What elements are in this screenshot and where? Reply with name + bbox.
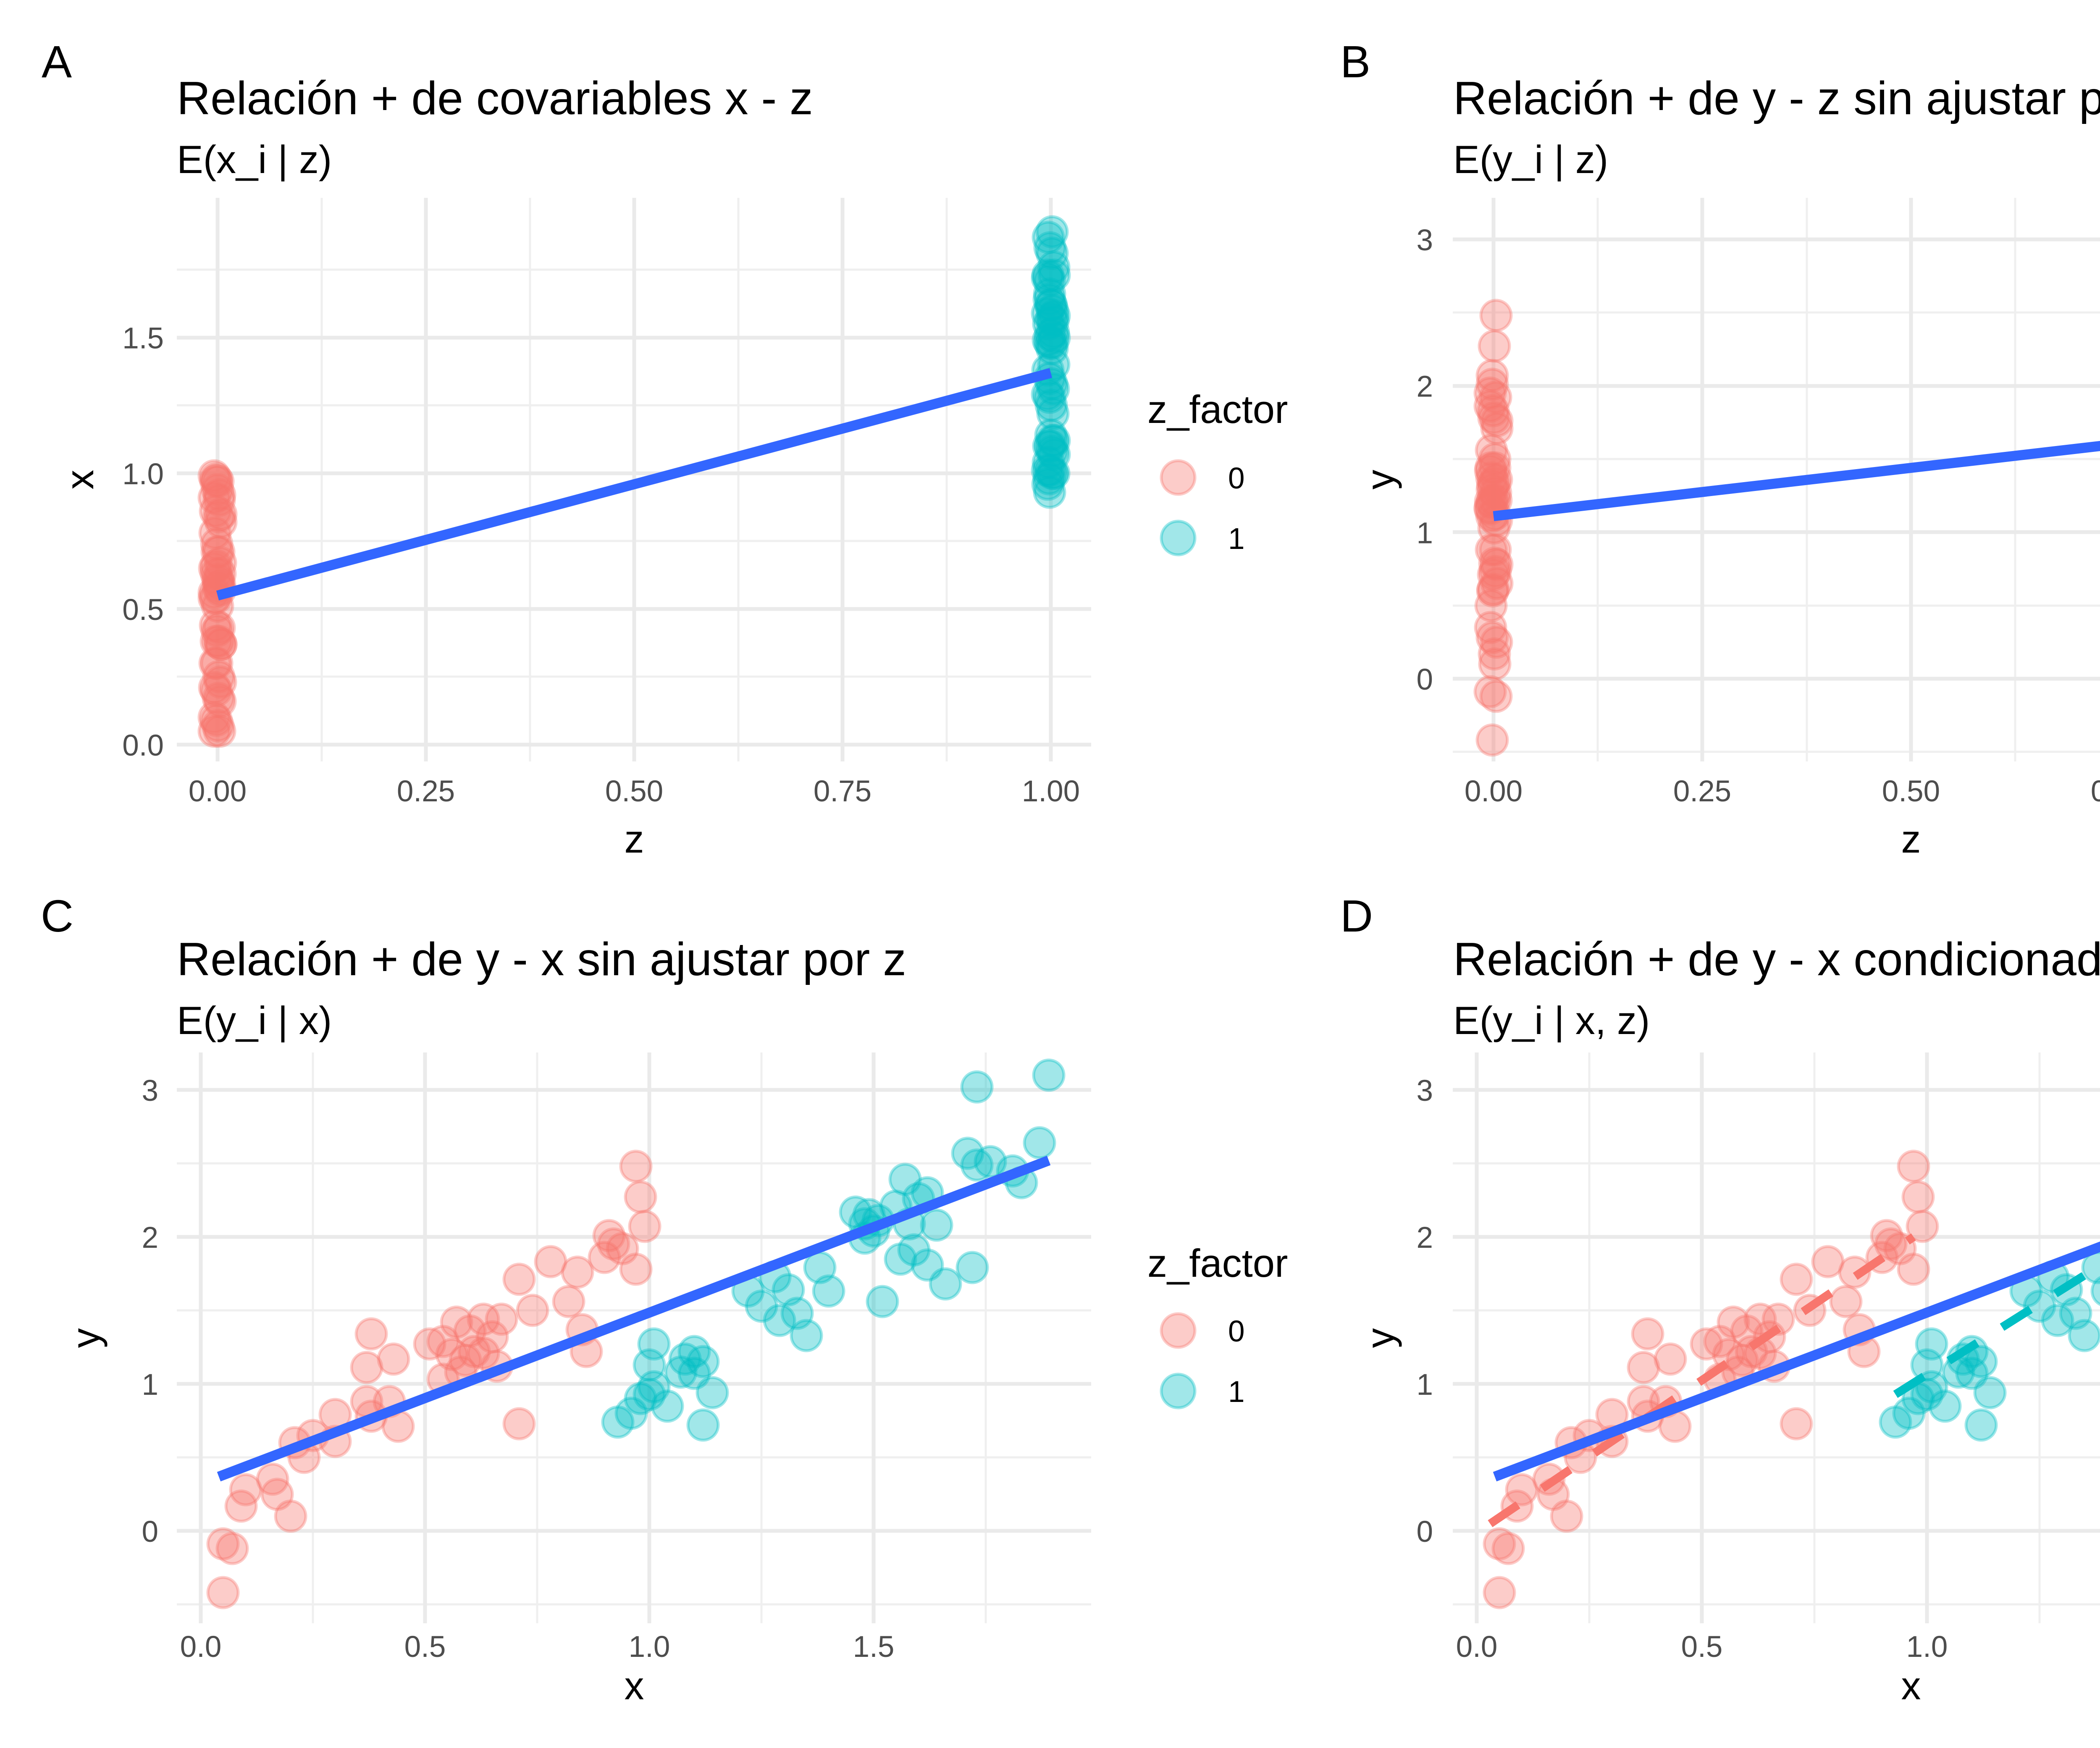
svg-text:0: 0: [1228, 1315, 1245, 1348]
svg-text:3: 3: [1417, 1074, 1433, 1108]
svg-text:0.00: 0.00: [1465, 775, 1522, 808]
svg-text:1: 1: [1417, 517, 1433, 550]
svg-text:z_factor: z_factor: [1147, 387, 1288, 431]
svg-text:y: y: [1358, 470, 1402, 490]
svg-text:B: B: [1340, 36, 1370, 87]
svg-text:3: 3: [1417, 224, 1433, 257]
svg-text:1.00: 1.00: [1022, 775, 1080, 808]
svg-text:z: z: [1901, 817, 1921, 861]
svg-text:1.0: 1.0: [629, 1630, 670, 1664]
svg-text:0.5: 0.5: [404, 1630, 446, 1664]
svg-text:0.5: 0.5: [1681, 1630, 1723, 1664]
svg-text:1.0: 1.0: [122, 458, 164, 491]
svg-text:E(x_i | z): E(x_i | z): [177, 137, 332, 181]
svg-text:Relación + de y - z sin ajusta: Relación + de y - z sin ajustar por x: [1453, 72, 2100, 124]
svg-text:0: 0: [1228, 462, 1245, 495]
svg-text:0.0: 0.0: [1456, 1630, 1498, 1664]
svg-text:x: x: [625, 1664, 644, 1708]
svg-text:0.75: 0.75: [2091, 775, 2100, 808]
svg-text:1.5: 1.5: [853, 1630, 895, 1664]
svg-text:E(y_i | x): E(y_i | x): [177, 998, 332, 1042]
svg-text:Relación + de covariables x -: Relación + de covariables x - z: [177, 72, 813, 124]
svg-text:0: 0: [1417, 1515, 1433, 1549]
svg-text:0.50: 0.50: [605, 775, 663, 808]
svg-text:2: 2: [1417, 1221, 1433, 1255]
svg-text:0.5: 0.5: [122, 593, 164, 627]
svg-text:1: 1: [1228, 522, 1245, 556]
svg-text:0: 0: [1417, 663, 1433, 696]
svg-text:x: x: [58, 470, 102, 490]
svg-text:0.25: 0.25: [1673, 775, 1731, 808]
svg-text:z: z: [625, 817, 644, 861]
svg-text:0: 0: [142, 1515, 159, 1549]
svg-text:z_factor: z_factor: [1147, 1241, 1288, 1285]
svg-text:0.0: 0.0: [180, 1630, 222, 1664]
svg-text:0.75: 0.75: [814, 775, 872, 808]
svg-text:3: 3: [142, 1074, 159, 1108]
svg-text:2: 2: [1417, 370, 1433, 404]
svg-text:y: y: [63, 1328, 108, 1348]
svg-text:C: C: [41, 890, 74, 941]
svg-text:E(y_i | z): E(y_i | z): [1453, 137, 1608, 181]
svg-text:Relación + de y - x condiciona: Relación + de y - x condicionado por z: [1453, 933, 2100, 985]
svg-text:A: A: [42, 36, 72, 87]
svg-text:Relación + de y - x sin ajusta: Relación + de y - x sin ajustar por z: [177, 933, 906, 985]
svg-text:1.5: 1.5: [122, 322, 164, 355]
svg-text:0.25: 0.25: [397, 775, 455, 808]
svg-text:D: D: [1340, 890, 1373, 941]
svg-text:x: x: [1901, 1664, 1921, 1708]
svg-text:1.0: 1.0: [1906, 1630, 1948, 1664]
svg-text:1: 1: [1228, 1375, 1245, 1409]
svg-text:1: 1: [142, 1368, 159, 1402]
svg-text:y: y: [1358, 1328, 1402, 1348]
svg-text:E(y_i | x, z): E(y_i | x, z): [1453, 998, 1650, 1042]
svg-text:0.50: 0.50: [1882, 775, 1940, 808]
svg-text:1: 1: [1417, 1368, 1433, 1402]
svg-text:0.00: 0.00: [189, 775, 247, 808]
svg-text:2: 2: [142, 1221, 159, 1255]
svg-text:0.0: 0.0: [122, 729, 164, 762]
